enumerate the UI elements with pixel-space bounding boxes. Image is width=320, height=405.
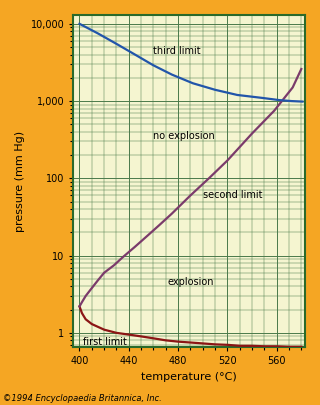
Text: first limit: first limit xyxy=(83,337,127,347)
Text: ©1994 Encyclopaedia Britannica, Inc.: ©1994 Encyclopaedia Britannica, Inc. xyxy=(3,394,162,403)
Text: second limit: second limit xyxy=(203,190,262,200)
X-axis label: temperature (°C): temperature (°C) xyxy=(141,372,237,382)
Text: explosion: explosion xyxy=(167,277,214,288)
Y-axis label: pressure (mm Hg): pressure (mm Hg) xyxy=(15,130,25,232)
Text: no explosion: no explosion xyxy=(153,131,215,141)
Text: third limit: third limit xyxy=(153,46,201,55)
